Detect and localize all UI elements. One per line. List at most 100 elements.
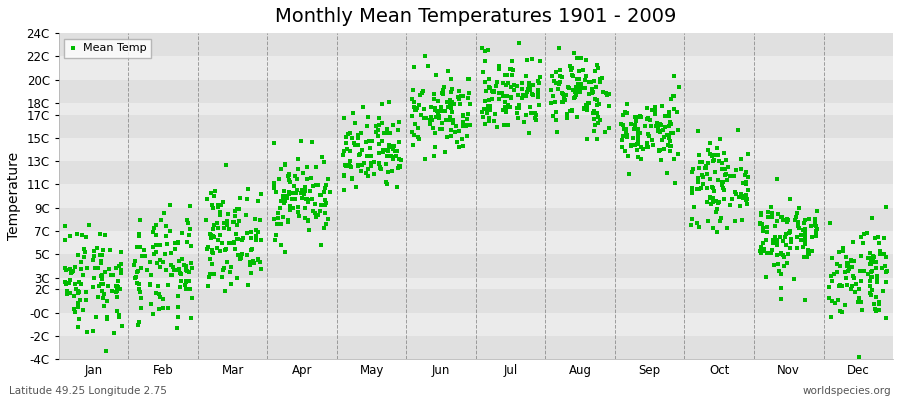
Mean Temp: [372, 140, 386, 147]
Mean Temp: [153, 242, 167, 248]
Mean Temp: [235, 251, 249, 258]
Mean Temp: [809, 230, 824, 237]
Mean Temp: [218, 247, 232, 254]
Mean Temp: [667, 73, 681, 80]
Mean Temp: [204, 249, 219, 255]
Bar: [58, 161, 893, 184]
Mean Temp: [628, 118, 643, 124]
Mean Temp: [271, 210, 285, 216]
Mean Temp: [244, 247, 258, 254]
Mean Temp: [441, 68, 455, 74]
Mean Temp: [798, 238, 813, 244]
Mean Temp: [475, 69, 490, 75]
Mean Temp: [248, 216, 262, 222]
Mean Temp: [590, 110, 605, 116]
Mean Temp: [663, 119, 678, 125]
Mean Temp: [62, 280, 77, 286]
Mean Temp: [321, 176, 336, 182]
Mean Temp: [280, 193, 294, 199]
Mean Temp: [317, 189, 331, 196]
Mean Temp: [228, 213, 242, 220]
Mean Temp: [871, 299, 886, 305]
Mean Temp: [520, 57, 535, 64]
Text: Latitude 49.25 Longitude 2.75: Latitude 49.25 Longitude 2.75: [9, 386, 166, 396]
Mean Temp: [842, 261, 856, 267]
Mean Temp: [374, 165, 388, 172]
Mean Temp: [436, 84, 451, 90]
Mean Temp: [563, 107, 578, 114]
Mean Temp: [670, 127, 685, 133]
Mean Temp: [731, 127, 745, 134]
Mean Temp: [691, 178, 706, 185]
Mean Temp: [865, 268, 879, 274]
Mean Temp: [739, 197, 753, 203]
Mean Temp: [797, 297, 812, 303]
Mean Temp: [204, 232, 219, 238]
Mean Temp: [459, 122, 473, 128]
Mean Temp: [233, 251, 248, 258]
Mean Temp: [206, 250, 220, 256]
Mean Temp: [832, 282, 847, 288]
Mean Temp: [565, 106, 580, 113]
Mean Temp: [478, 98, 492, 104]
Mean Temp: [213, 209, 228, 216]
Mean Temp: [276, 193, 291, 200]
Mean Temp: [618, 148, 633, 154]
Mean Temp: [273, 205, 287, 212]
Mean Temp: [284, 179, 298, 185]
Mean Temp: [407, 104, 421, 110]
Mean Temp: [734, 193, 749, 199]
Mean Temp: [545, 93, 560, 100]
Mean Temp: [275, 214, 290, 221]
Mean Temp: [253, 258, 267, 265]
Mean Temp: [128, 257, 142, 264]
Mean Temp: [68, 281, 82, 288]
Mean Temp: [432, 113, 446, 120]
Mean Temp: [112, 312, 126, 318]
Mean Temp: [445, 89, 459, 96]
Mean Temp: [230, 206, 244, 213]
Mean Temp: [86, 328, 100, 334]
Mean Temp: [627, 142, 642, 148]
Mean Temp: [710, 145, 724, 151]
Mean Temp: [581, 79, 596, 85]
Mean Temp: [127, 262, 141, 268]
Mean Temp: [146, 243, 160, 250]
Mean Temp: [181, 219, 195, 226]
Mean Temp: [482, 104, 496, 111]
Mean Temp: [294, 194, 309, 201]
Mean Temp: [270, 221, 284, 227]
Mean Temp: [390, 148, 404, 154]
Mean Temp: [184, 294, 199, 301]
Mean Temp: [184, 286, 198, 292]
Mean Temp: [343, 158, 357, 164]
Mean Temp: [658, 113, 672, 120]
Mean Temp: [753, 250, 768, 256]
Mean Temp: [455, 119, 470, 125]
Mean Temp: [869, 279, 884, 286]
Mean Temp: [577, 104, 591, 111]
Mean Temp: [725, 196, 740, 202]
Mean Temp: [620, 110, 634, 116]
Mean Temp: [130, 280, 144, 287]
Mean Temp: [800, 247, 814, 253]
Mean Temp: [549, 117, 563, 123]
Mean Temp: [656, 134, 670, 140]
Mean Temp: [71, 288, 86, 294]
Mean Temp: [857, 230, 871, 237]
Mean Temp: [451, 96, 465, 102]
Mean Temp: [314, 242, 328, 248]
Mean Temp: [699, 171, 714, 177]
Mean Temp: [407, 64, 421, 70]
Mean Temp: [132, 217, 147, 224]
Mean Temp: [579, 56, 593, 63]
Mean Temp: [592, 76, 607, 82]
Mean Temp: [780, 215, 795, 222]
Mean Temp: [492, 96, 507, 102]
Mean Temp: [509, 105, 524, 111]
Mean Temp: [490, 78, 504, 85]
Mean Temp: [665, 130, 680, 137]
Mean Temp: [768, 234, 782, 240]
Mean Temp: [870, 234, 885, 240]
Mean Temp: [694, 185, 708, 191]
